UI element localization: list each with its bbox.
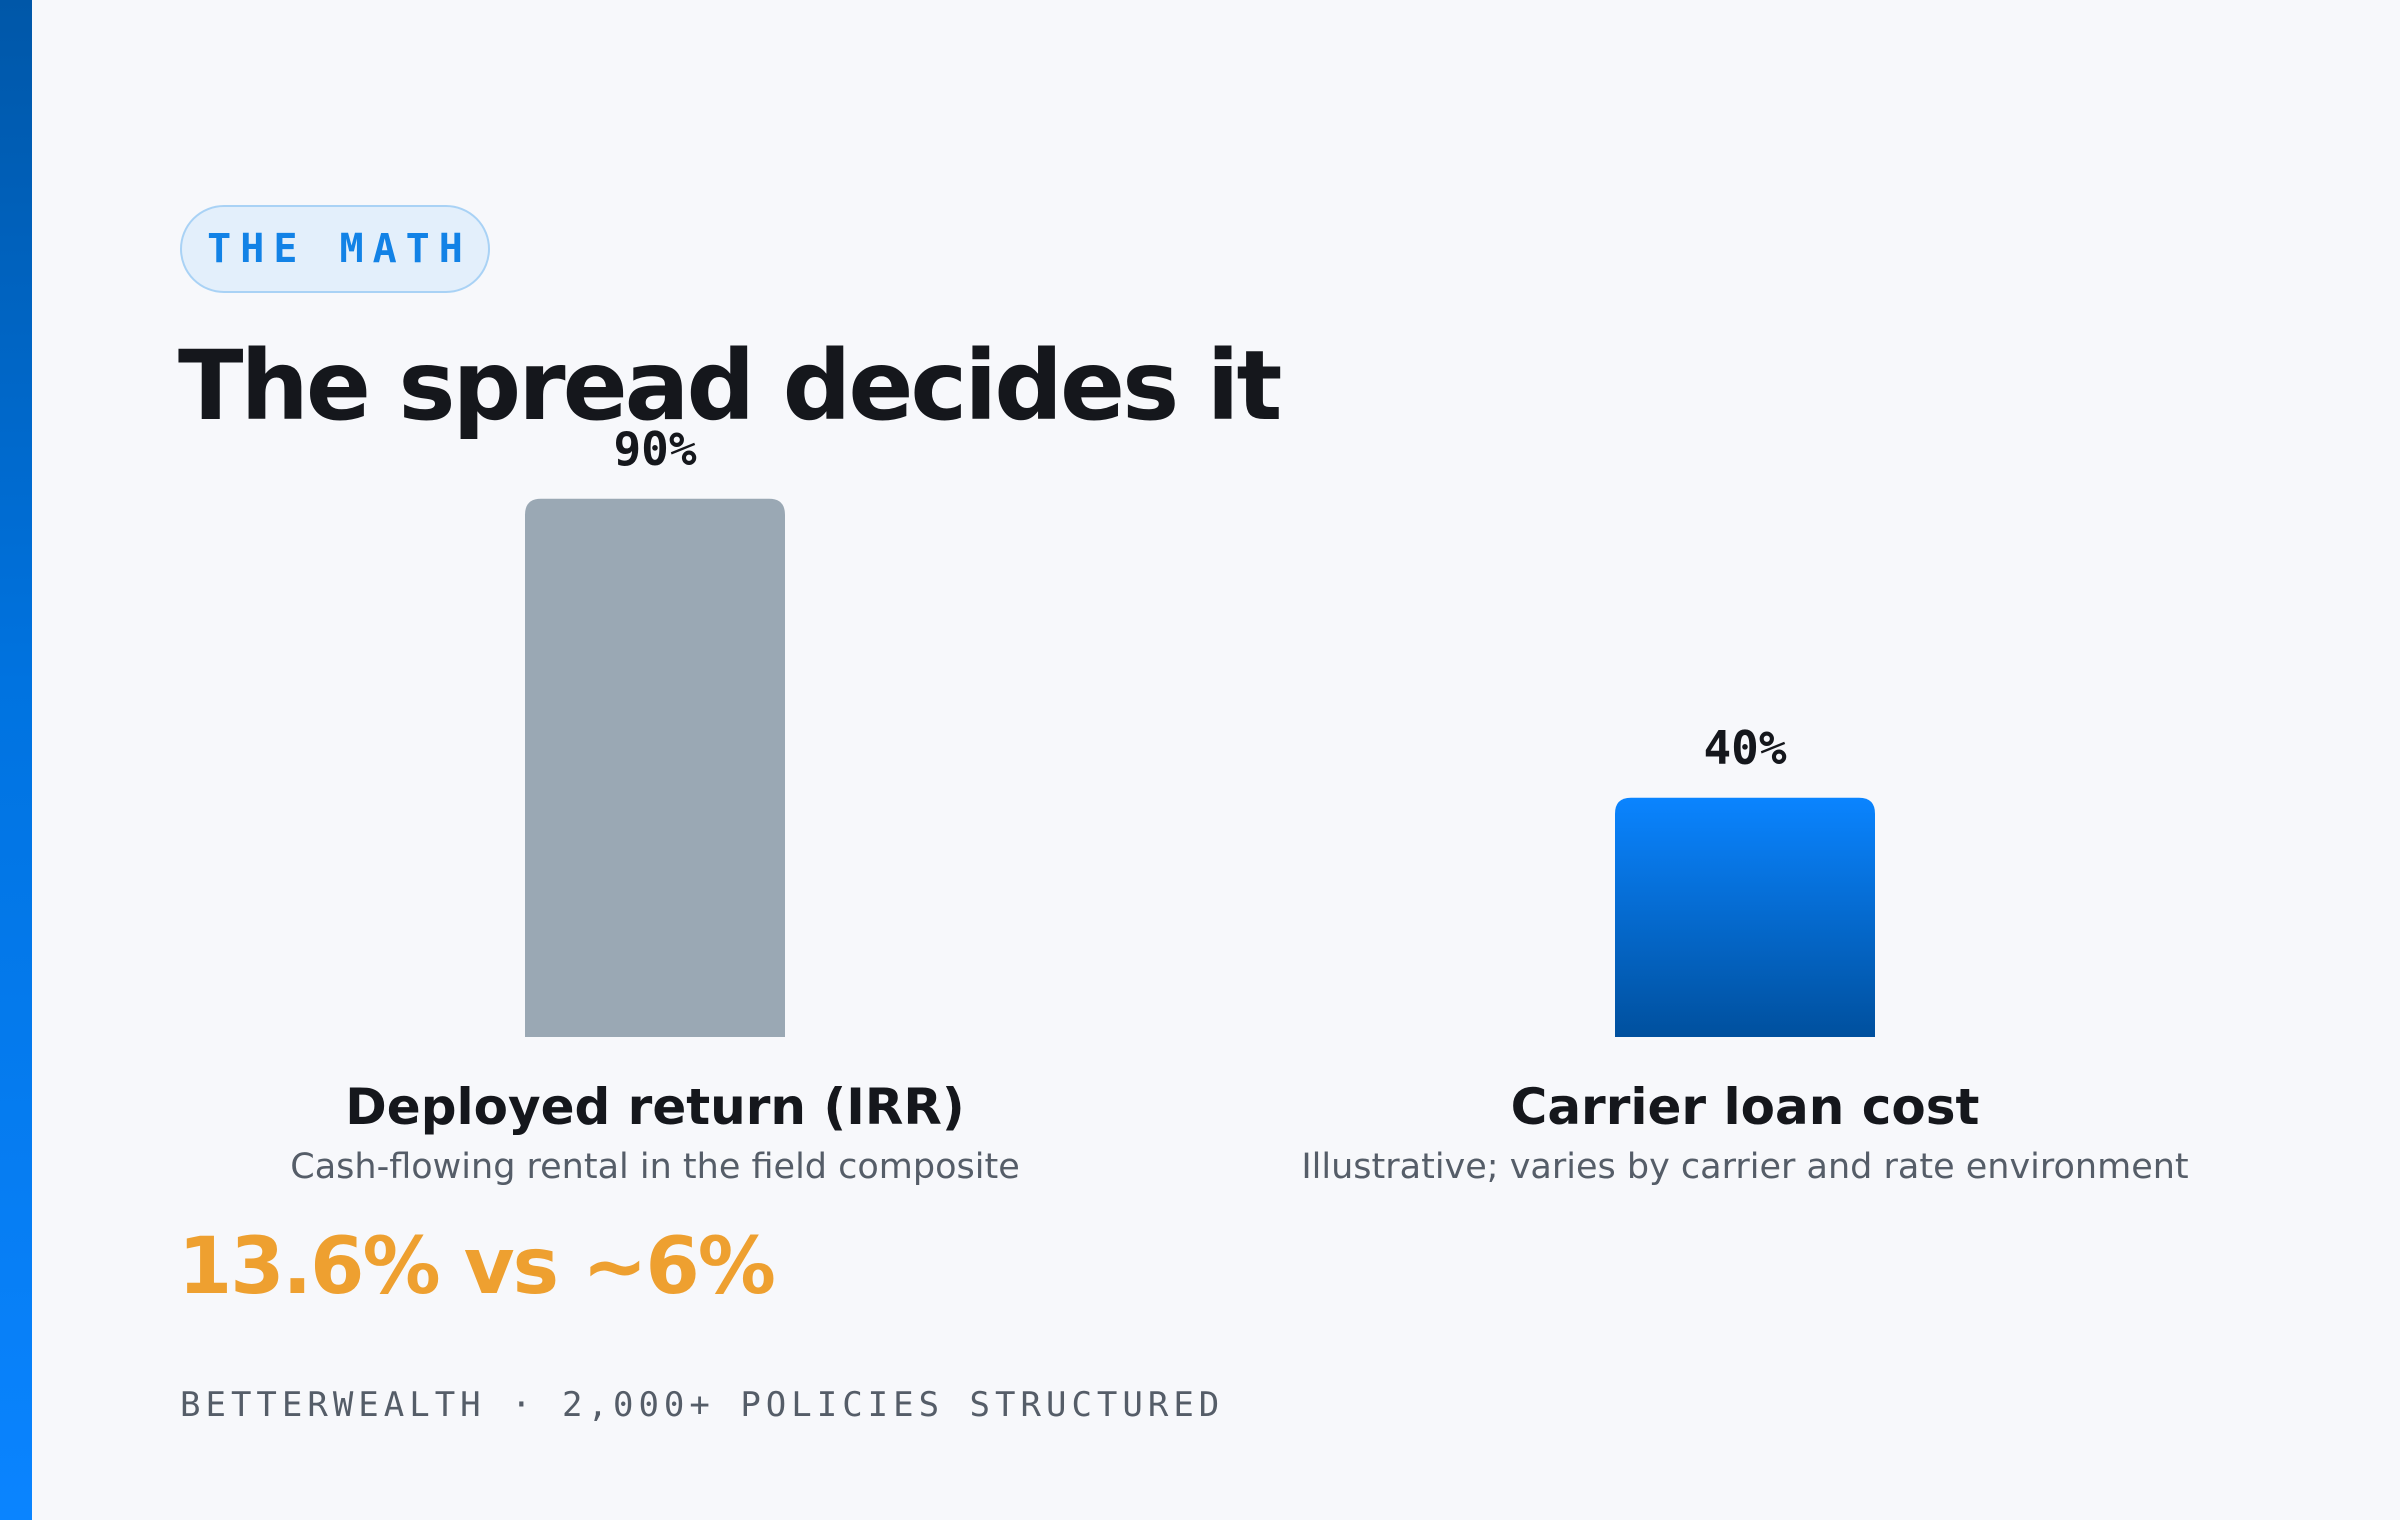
category-subtitle-loan-cost: Illustrative; varies by carrier and rate… — [1301, 1147, 2189, 1187]
section-badge-label: THE MATH — [207, 226, 472, 272]
category-subtitle-irr: Cash-flowing rental in the field composi… — [290, 1147, 1020, 1187]
section-badge: THE MATH — [180, 205, 490, 293]
footer-credit: BETTERWEALTH · 2,000+ POLICIES STRUCTURE… — [180, 1385, 1225, 1425]
category-label-loan-cost: Carrier loan cost — [1510, 1078, 1980, 1136]
page-title: The spread decides it — [178, 330, 1282, 442]
bar-carrier-loan-cost — [1615, 797, 1875, 1037]
bar-value-label: 40% — [1703, 721, 1786, 775]
accent-bar — [0, 0, 32, 1520]
spread-headline: 13.6% vs ~6% — [178, 1222, 776, 1312]
bar-value-label: 90% — [613, 422, 696, 476]
category-label-irr: Deployed return (IRR) — [345, 1078, 965, 1136]
bar-deployed-return — [525, 498, 785, 1037]
